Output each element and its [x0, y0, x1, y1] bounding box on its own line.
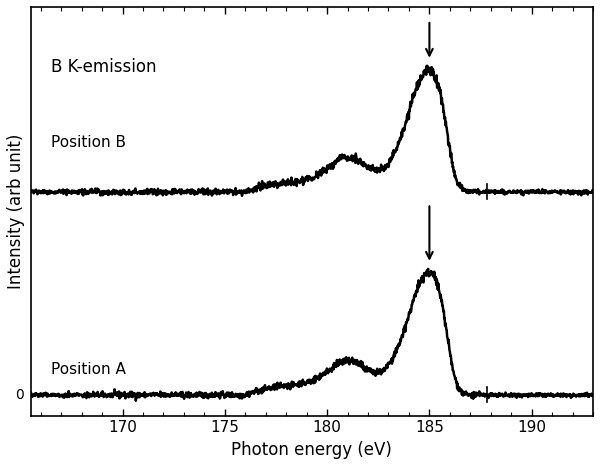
Text: B K-emission: B K-emission: [51, 58, 157, 76]
Text: Position A: Position A: [51, 362, 126, 377]
Text: Position B: Position B: [51, 135, 126, 150]
X-axis label: Photon energy (eV): Photon energy (eV): [232, 441, 392, 459]
Text: 0: 0: [16, 388, 25, 402]
Y-axis label: Intensity (arb unit): Intensity (arb unit): [7, 134, 25, 289]
